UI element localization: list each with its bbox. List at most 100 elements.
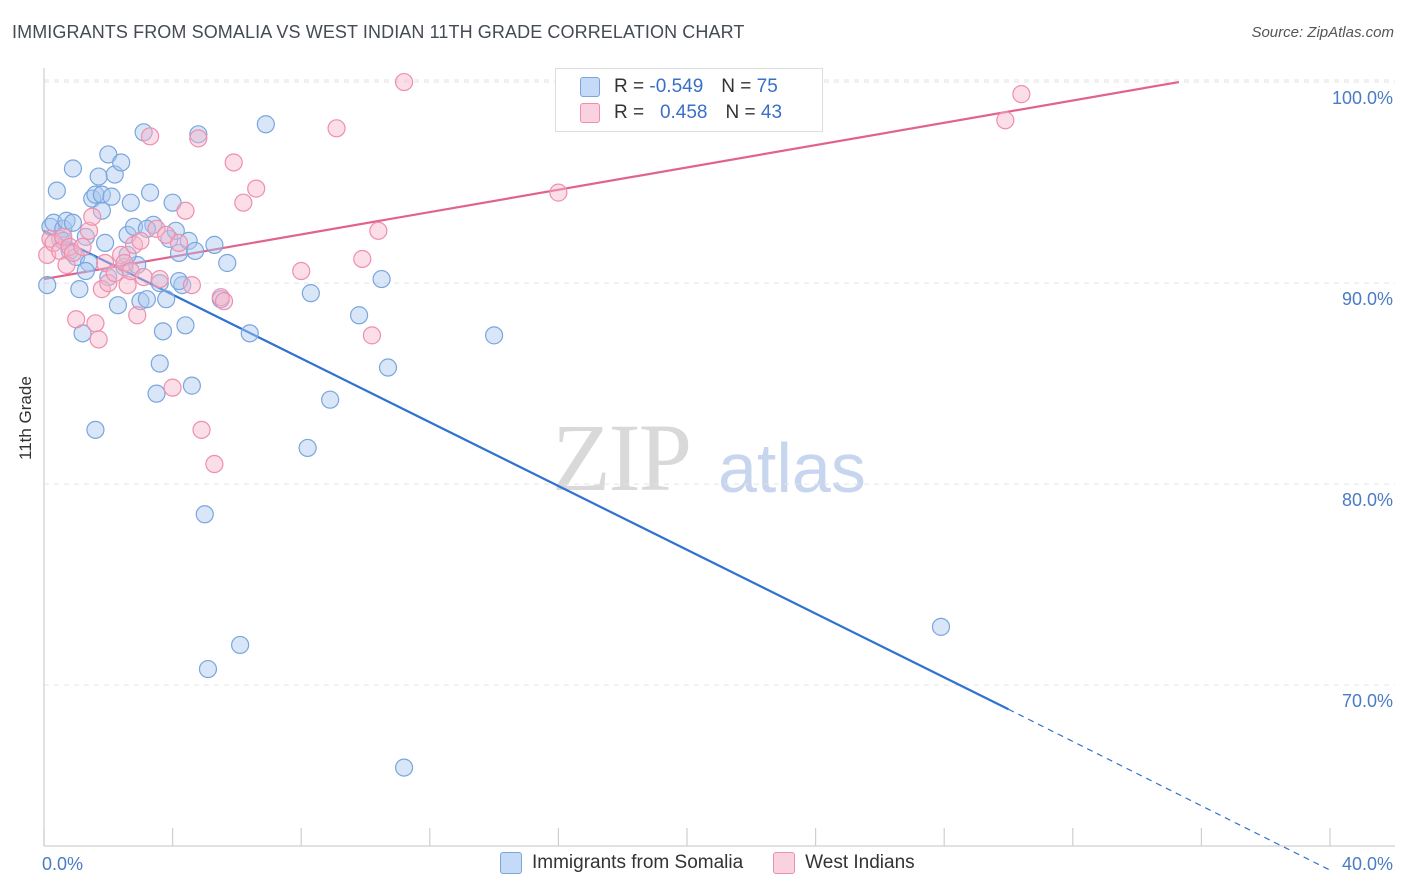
y-tick-label-2: 80.0% xyxy=(1342,490,1393,510)
data-point-1-32 xyxy=(176,201,195,220)
data-point-0-32 xyxy=(140,183,160,202)
data-point-0-8 xyxy=(63,159,83,178)
series-legend: Immigrants from Somalia West Indians xyxy=(500,852,945,874)
data-point-1-12 xyxy=(86,314,105,333)
data-point-1-31 xyxy=(169,233,189,252)
data-point-0-45 xyxy=(182,376,201,395)
data-point-0-52 xyxy=(218,253,237,273)
data-point-0-48 xyxy=(195,505,214,524)
data-point-1-42 xyxy=(292,261,311,281)
data-point-1-40 xyxy=(234,193,253,212)
grid-lines xyxy=(44,79,1395,686)
data-point-0-58 xyxy=(321,390,340,409)
data-points xyxy=(38,72,1031,777)
data-point-0-63 xyxy=(485,326,504,345)
data-point-0-50 xyxy=(205,235,224,254)
legend-n-value: 43 xyxy=(760,102,783,123)
x-tick-label-1: 40.0% xyxy=(1342,854,1393,874)
legend-r-label: R = xyxy=(614,76,645,97)
data-point-0-0 xyxy=(38,276,57,295)
data-point-1-33 xyxy=(182,276,201,295)
x-tick-label-0: 0.0% xyxy=(42,854,83,874)
data-point-1-43 xyxy=(327,119,346,138)
watermark-zip: ZIP xyxy=(552,404,692,511)
data-point-1-27 xyxy=(147,219,166,238)
series-legend-somalia: Immigrants from Somalia xyxy=(500,852,743,874)
data-point-1-24 xyxy=(131,231,150,250)
data-point-1-20 xyxy=(118,276,137,295)
legend-r-value: 0.458 xyxy=(659,102,708,123)
data-point-0-61 xyxy=(378,358,398,377)
data-point-1-4 xyxy=(54,227,73,246)
trend-line-1 xyxy=(43,80,1180,281)
data-point-1-38 xyxy=(214,292,234,311)
stats-legend: R = -0.549 N = 75 R = 0.458 N = 43 xyxy=(555,68,823,132)
data-point-1-23 xyxy=(128,306,147,325)
data-point-0-31 xyxy=(137,290,156,309)
data-point-1-30 xyxy=(163,378,182,397)
data-point-1-49 xyxy=(996,111,1015,130)
watermark-atlas: atlas xyxy=(718,429,866,507)
data-point-0-18 xyxy=(95,233,115,252)
data-point-1-35 xyxy=(192,420,211,439)
source-label: Source: ZipAtlas.com xyxy=(1251,24,1394,41)
y-tick-label-0: 100.0% xyxy=(1332,88,1393,108)
series-swatch-somalia xyxy=(500,852,522,874)
data-point-1-9 xyxy=(73,237,92,257)
legend-r-label: R = xyxy=(614,102,645,123)
data-point-1-39 xyxy=(224,153,243,172)
data-point-0-29 xyxy=(131,292,150,311)
data-point-0-46 xyxy=(186,241,205,261)
data-point-1-8 xyxy=(67,310,86,329)
data-point-0-71 xyxy=(150,273,169,293)
data-point-0-74 xyxy=(92,201,111,220)
data-point-0-41 xyxy=(169,243,189,263)
data-point-0-57 xyxy=(301,284,320,303)
data-point-1-7 xyxy=(63,243,83,263)
data-point-1-16 xyxy=(99,273,118,293)
data-point-1-46 xyxy=(369,221,388,240)
legend-row-westindians: R = 0.458 N = 43 xyxy=(580,100,782,126)
series-legend-westindians: West Indians xyxy=(773,852,915,874)
legend-swatch-somalia xyxy=(580,77,600,97)
y-tick-label-1: 90.0% xyxy=(1342,289,1393,309)
data-point-1-10 xyxy=(79,221,99,240)
data-point-1-28 xyxy=(150,269,169,289)
data-point-0-35 xyxy=(150,354,169,373)
legend-row-somalia: R = -0.549 N = 75 xyxy=(580,74,778,100)
series-swatch-westindians xyxy=(773,852,796,874)
data-point-1-50 xyxy=(1012,85,1031,104)
data-point-0-16 xyxy=(89,167,108,186)
data-point-1-11 xyxy=(83,207,102,226)
data-point-1-13 xyxy=(89,330,108,349)
data-point-1-47 xyxy=(394,72,414,92)
data-point-1-36 xyxy=(205,454,224,474)
data-point-1-25 xyxy=(134,267,153,287)
data-point-0-34 xyxy=(147,384,166,403)
series-label-westindians: West Indians xyxy=(805,852,915,873)
data-point-0-3 xyxy=(47,181,66,200)
data-point-0-20 xyxy=(102,187,121,206)
data-point-1-45 xyxy=(362,326,382,345)
y-tick-label-3: 70.0% xyxy=(1342,691,1393,711)
data-point-0-49 xyxy=(198,659,218,679)
data-point-0-56 xyxy=(298,438,317,458)
data-point-0-69 xyxy=(63,213,83,232)
trend-line-0 xyxy=(43,229,1009,711)
data-point-0-37 xyxy=(157,290,176,309)
legend-n-value: 75 xyxy=(756,76,778,97)
data-point-0-64 xyxy=(931,617,951,636)
data-point-0-39 xyxy=(163,193,182,212)
trend-lines xyxy=(43,80,1331,871)
legend-r-value: -0.549 xyxy=(649,76,704,97)
data-point-0-55 xyxy=(256,115,275,134)
data-point-0-10 xyxy=(70,280,89,299)
data-point-0-60 xyxy=(372,269,391,289)
data-point-0-36 xyxy=(153,322,173,341)
data-point-0-19 xyxy=(99,145,118,164)
data-point-0-43 xyxy=(176,316,195,335)
data-point-0-15 xyxy=(86,185,105,204)
data-point-1-34 xyxy=(189,129,208,148)
trend-line-extension-0 xyxy=(1008,708,1331,871)
data-point-0-70 xyxy=(76,261,95,281)
